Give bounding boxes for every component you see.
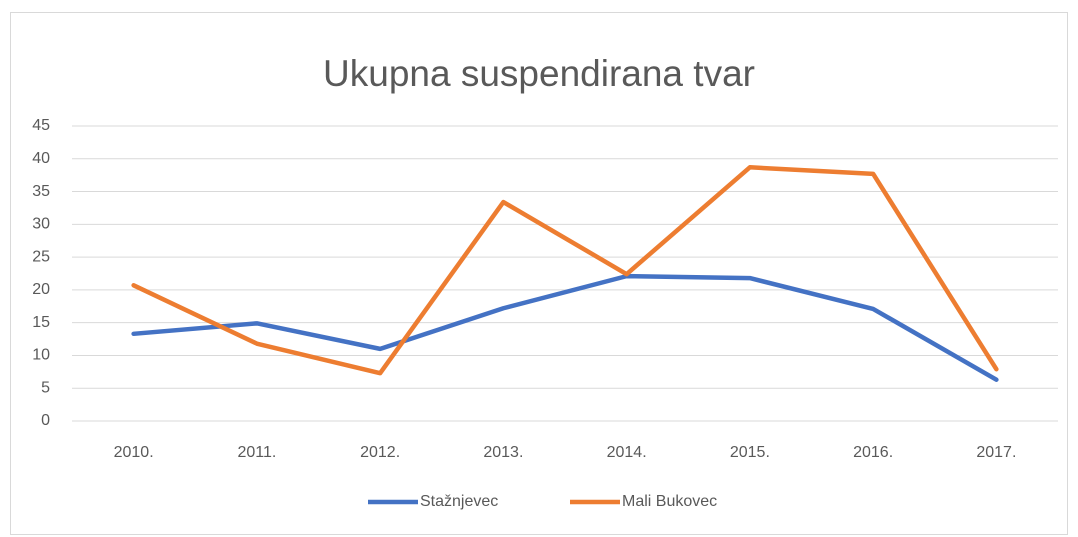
x-tick-label: 2011. <box>237 444 276 461</box>
x-tick-label: 2014. <box>607 444 647 461</box>
chart-frame <box>10 12 1068 535</box>
y-tick-label: 5 <box>41 379 50 396</box>
x-tick-label: 2012. <box>360 444 400 461</box>
line-series <box>131 165 999 376</box>
y-tick-label: 35 <box>32 183 50 200</box>
x-tick-label: 2016. <box>853 444 893 461</box>
y-tick-label: 25 <box>32 248 50 265</box>
chart-title: Ukupna suspendirana tvar <box>323 53 755 94</box>
legend-label: Mali Bukovec <box>622 493 717 510</box>
line-series <box>131 273 999 382</box>
y-tick-label: 0 <box>41 412 50 429</box>
y-tick-label: 10 <box>32 347 50 364</box>
x-tick-label: 2013. <box>483 444 523 461</box>
y-tick-label: 15 <box>32 314 50 331</box>
legend-label: Stažnjevec <box>420 493 498 510</box>
y-tick-label: 20 <box>32 281 50 298</box>
x-tick-label: 2017. <box>976 444 1016 461</box>
y-tick-label: 40 <box>32 150 50 167</box>
x-tick-label: 2010. <box>114 444 154 461</box>
y-tick-label: 45 <box>32 117 50 134</box>
x-tick-label: 2015. <box>730 444 770 461</box>
y-tick-label: 30 <box>32 216 50 233</box>
